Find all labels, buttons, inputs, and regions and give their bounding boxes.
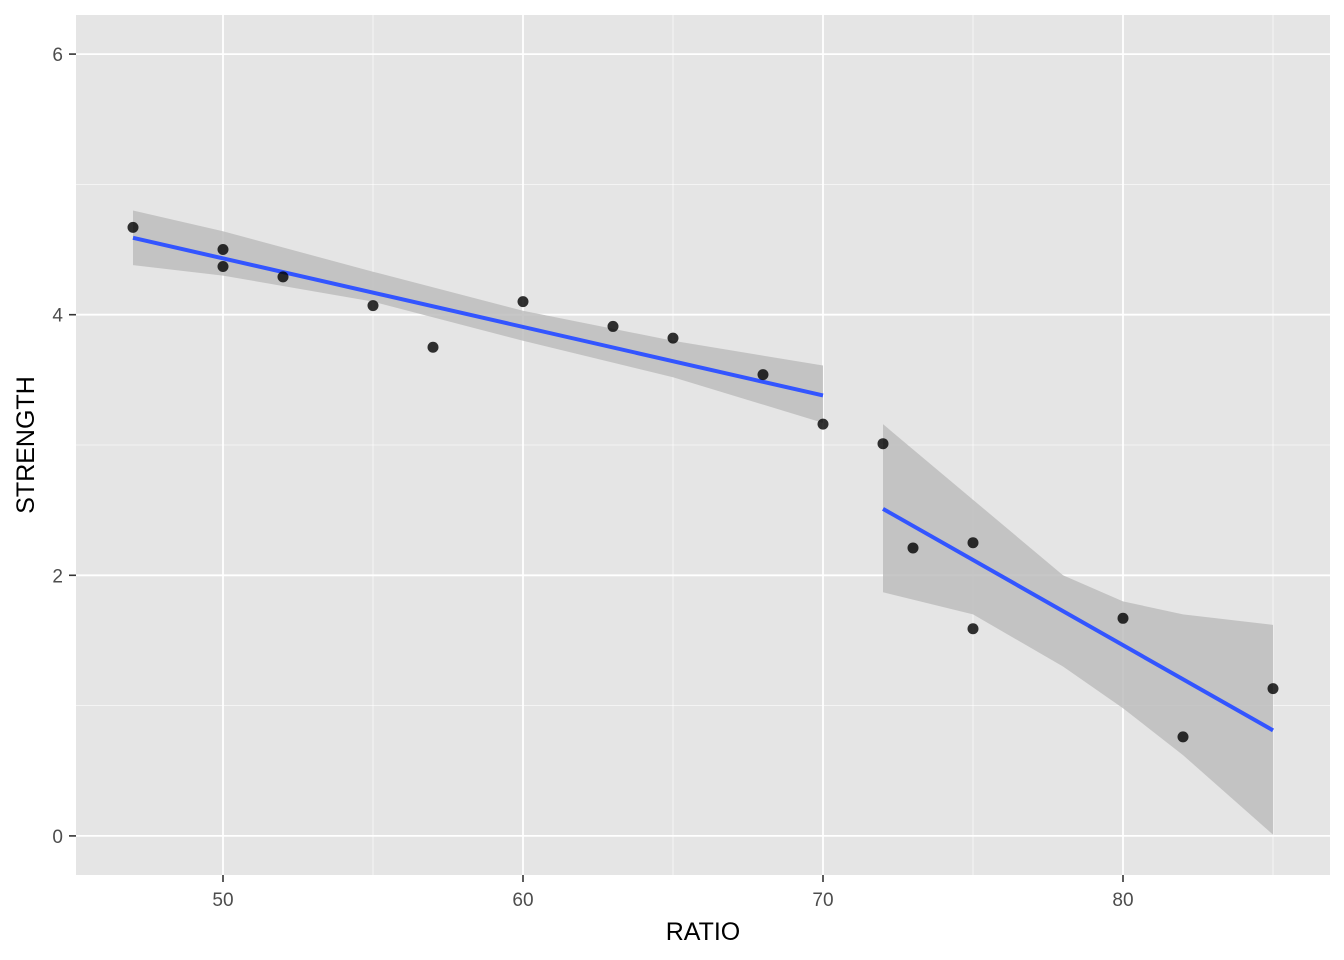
y-axis: 0 2 4 6 [52,45,76,848]
data-point [1117,612,1129,624]
x-tick-label: 70 [812,890,833,911]
x-tick-label: 80 [1112,890,1133,911]
fit-line [882,507,1274,733]
data-point [1177,731,1189,743]
data-points [127,221,1279,743]
x-axis: 50 60 70 80 [212,875,1134,911]
y-tick-label: 2 [52,566,63,587]
fit-lines [132,235,1274,733]
x-axis-title: RATIO [666,918,741,946]
data-point [517,296,529,308]
data-point [967,623,979,635]
y-axis-title: STRENGTH [12,376,40,514]
data-point [877,438,889,450]
data-point [277,271,289,283]
x-tick-label: 60 [512,890,533,911]
grid-major [76,15,1330,875]
y-tick-label: 6 [52,45,63,66]
data-point [427,341,439,353]
data-point [967,537,979,549]
data-point [907,542,919,554]
x-tick-label: 50 [212,890,233,911]
data-point [817,418,829,430]
data-point [1267,683,1279,695]
data-point [757,369,769,381]
y-tick-label: 4 [52,306,63,327]
data-point [217,244,229,256]
confidence-band [883,424,1273,835]
data-point [127,221,139,233]
data-point [667,332,679,344]
data-point [607,320,619,332]
grid-minor [76,15,1330,875]
fit-line [132,235,824,398]
y-tick-label: 0 [52,827,63,848]
data-point [217,260,229,272]
data-point [367,300,379,312]
